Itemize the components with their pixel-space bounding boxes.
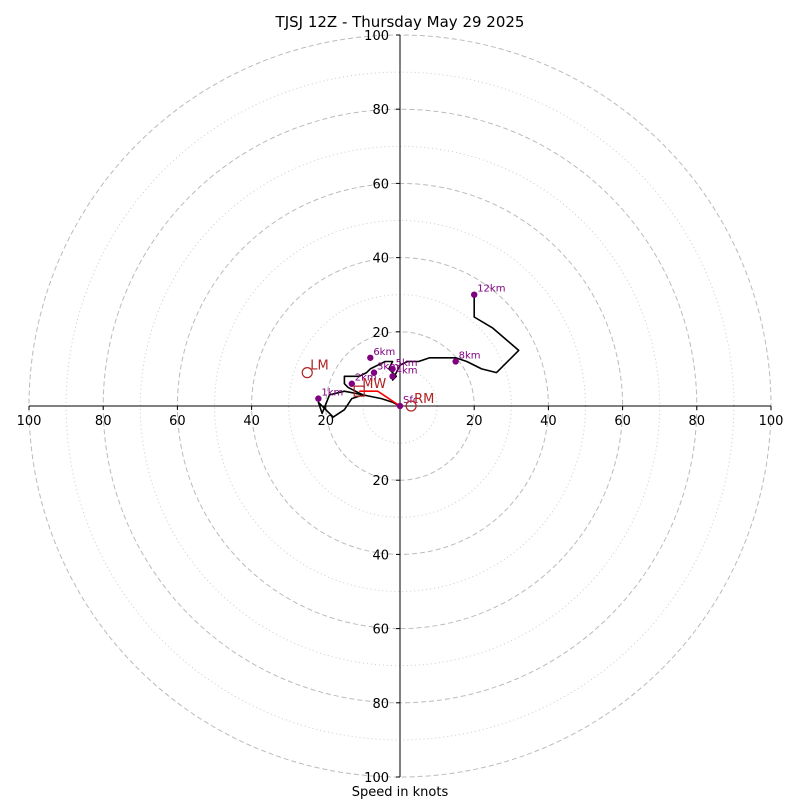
- mean-wind-line: [359, 390, 401, 407]
- x-tick-label: 20: [466, 414, 483, 429]
- height-label: 1km: [321, 388, 343, 399]
- height-point: [396, 402, 404, 410]
- axis-ticks: 100 80 60 40 20 20 40 60 80 100 100 80 60 40 20 20 40 60 8…: [17, 29, 784, 786]
- height-label: 5km: [396, 358, 418, 369]
- y-tick-label: 60: [372, 623, 389, 638]
- hodograph-trace: [317, 294, 520, 418]
- y-tick-label: 60: [372, 177, 389, 192]
- height-point: [370, 369, 378, 376]
- x-tick-label: 40: [243, 414, 260, 429]
- y-tick-label: 20: [372, 326, 389, 341]
- height-point: [452, 358, 459, 365]
- x-tick-label: 60: [614, 414, 631, 429]
- y-tick-label: 40: [372, 548, 389, 563]
- x-axis-label: Speed in knots: [352, 785, 449, 800]
- x-tick-label: 60: [169, 414, 186, 429]
- height-label: 4km: [396, 365, 418, 376]
- x-tick-label: 20: [318, 414, 335, 429]
- x-tick-label: 80: [95, 414, 112, 429]
- height-point: [315, 395, 322, 402]
- storm-motion-marker: [301, 367, 313, 379]
- height-point: [389, 365, 396, 373]
- y-tick-label: 80: [372, 103, 389, 118]
- height-point: [471, 291, 478, 298]
- height-label: 8km: [459, 350, 481, 361]
- y-tick-label: 100: [364, 771, 389, 786]
- height-label: 6km: [373, 347, 395, 358]
- y-tick-label: 20: [372, 474, 389, 489]
- height-label: 12km: [477, 284, 505, 295]
- height-point: [389, 373, 396, 380]
- storm-motion: LM RM MW: [301, 359, 434, 412]
- y-tick-label: 100: [364, 29, 389, 44]
- x-tick-label: 80: [689, 414, 706, 429]
- mean-wind-marker: [353, 385, 365, 397]
- height-point: [367, 354, 374, 361]
- x-tick-label: 100: [759, 414, 784, 429]
- x-tick-label: 40: [540, 414, 557, 429]
- storm-motion-label: MW: [362, 377, 386, 392]
- height-label: 3km: [377, 362, 399, 373]
- height-point: [348, 380, 355, 387]
- y-tick-label: 80: [372, 697, 389, 712]
- y-tick-label: 40: [372, 252, 389, 267]
- wind-profile: [317, 294, 520, 418]
- x-tick-label: 100: [17, 414, 42, 429]
- storm-motion-label: RM: [414, 392, 434, 407]
- chart-title: TJSJ 12Z - Thursday May 29 2025: [275, 13, 525, 31]
- storm-motion-label: LM: [310, 359, 328, 374]
- storm-motion-marker: [405, 400, 417, 412]
- height-label: 2km: [355, 373, 377, 384]
